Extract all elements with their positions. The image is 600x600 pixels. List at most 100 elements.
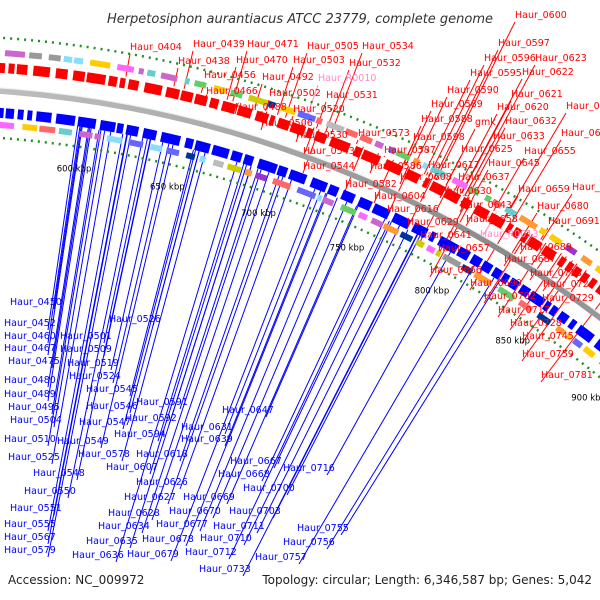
label-connector-lines [47,21,600,577]
reverse-gene-label: Haur_0591 [136,397,188,408]
cog-color-bar [63,55,73,63]
reverse-gene-label-connector [51,128,91,369]
reverse-cds-arrow [391,212,412,230]
kbp-tick-label: 700 kbp [241,209,276,219]
reverse-gene-label: Haur_0547 [79,417,131,428]
forward-gene-label: Haur_0505 [307,41,359,52]
cog-color-bar [580,254,594,267]
cog-color-bar [22,123,38,132]
cog-color-bar [213,84,227,94]
forward-gene-label-connector [355,139,359,145]
reverse-gene-label: Haur_0631 [181,422,233,433]
reverse-gene-label: Haur_0504 [10,415,62,426]
forward-cds-arrow [540,245,558,261]
cog-color-bar [229,89,244,99]
forward-gene-label-connector [276,66,294,115]
cog-color-bar [517,299,534,313]
reverse-cds-arrow [256,158,279,175]
cog-color-bar [425,244,436,254]
reverse-gene-label-connector [47,127,83,356]
reverse-cds-arrow [410,222,429,239]
forward-gene-label: Haur_0643 [460,200,512,211]
forward-cds-arrow [504,222,515,234]
forward-gene-label-connector [497,242,547,318]
reverse-gene-label-connector [47,126,81,344]
forward-cds-arrow [193,93,209,107]
reverse-gene-label: Haur_0467 [4,343,56,354]
forward-gene-label: Haur_0724 [543,279,595,290]
cog-color-bar [89,59,111,69]
forward-gene-label: Haur_0438 [178,56,230,67]
forward-gene-label: Haur_0691 [548,216,600,227]
cog-color-bar [160,72,178,82]
reverse-gene-label-connector [112,143,170,384]
cog-color-bar [518,214,539,230]
reverse-gene-label-connector [179,168,259,410]
reverse-gene-label: Haur_0703 [229,506,281,517]
cog-color-bar [165,147,180,157]
reverse-gene-label: Haur_0716 [283,463,335,474]
reverse-gene-label-connector [47,130,102,447]
reverse-gene-label-connector [226,205,358,505]
reverse-gene-label-connector [170,188,316,562]
cog-color-bar [564,243,578,256]
forward-gene-label: Haur_0655 [524,146,576,157]
reverse-gene-label: Haur_0670 [169,506,221,517]
cog-color-bar [594,265,600,274]
forward-cds-arrow [587,277,598,290]
reverse-gene-label: Haur_0678 [142,534,194,545]
reverse-gene-label: Haur_0526 [109,314,161,325]
forward-gene-label: Haur_0645 [488,158,540,169]
reverse-gene-label: Haur_0524 [69,371,121,382]
reverse-cds-arrow [527,290,546,308]
cog-color-bar [370,217,384,228]
reverse-gene-label: Haur_0555 [4,519,56,530]
forward-gene-label: Haur_0633 [493,131,545,142]
forward-gene-label: Haur_0597 [498,38,550,49]
forward-gene-label-connector [425,171,429,176]
forward-cds-arrow [208,97,220,110]
forward-gene-label-connector [460,78,523,194]
forward-cds-arrow [276,117,291,131]
cog-color-bar [344,128,359,139]
forward-gene-label: Haur_0713 [530,268,582,279]
cog-color-bar [193,80,207,89]
forward-cds-arrow [236,105,253,119]
forward-gene-label-connector [464,142,494,196]
forward-gene-label: Haur_0657 [438,243,490,254]
cog-color-bar [321,196,335,207]
forward-cds-arrow [107,75,118,88]
forward-cds-arrow [421,177,431,189]
reverse-gene-label-connector [157,163,245,442]
forward-gene-label-connector [461,100,512,194]
reverse-cds-arrow [356,196,373,212]
forward-gene-label: Haur_0666 [430,265,482,276]
forward-gene-label: Haur_0543 [303,146,355,157]
reverse-gene-label: Haur_0510 [4,434,56,445]
cog-color-bar [39,125,56,134]
reverse-cds-arrow [517,284,532,298]
forward-gene-label-connector [429,198,473,278]
reverse-cds-arrow [427,231,438,243]
reverse-gene-label: Haur_0627 [124,492,176,503]
reverse-cds-arrow [326,184,340,198]
reverse-gene-label-connector [51,129,100,415]
reverse-gene-label-connector [149,164,248,475]
cog-color-bar [415,239,426,249]
backbone-highlight [0,87,600,315]
cog-color-bar [146,69,156,78]
cog-color-bar [538,227,548,236]
reverse-cds-arrow [309,177,329,193]
forward-gene-label: Haur_0531 [326,90,378,101]
forward-cds-arrow [382,159,404,176]
forward-gene-label: Haur_0530 [296,130,348,141]
reverse-cds-arrow [242,154,255,167]
forward-gene-label-connector [423,79,471,175]
reverse-gene-label-connector [47,134,128,545]
cog-color-bar [185,152,196,161]
reverse-gene-label: Haur_0647 [222,405,274,416]
forward-cds-arrow [143,82,163,96]
forward-gene-label-connector [234,102,239,115]
reverse-gene-label: Haur_0475 [8,356,60,367]
reverse-gene-label-connector [67,137,144,499]
